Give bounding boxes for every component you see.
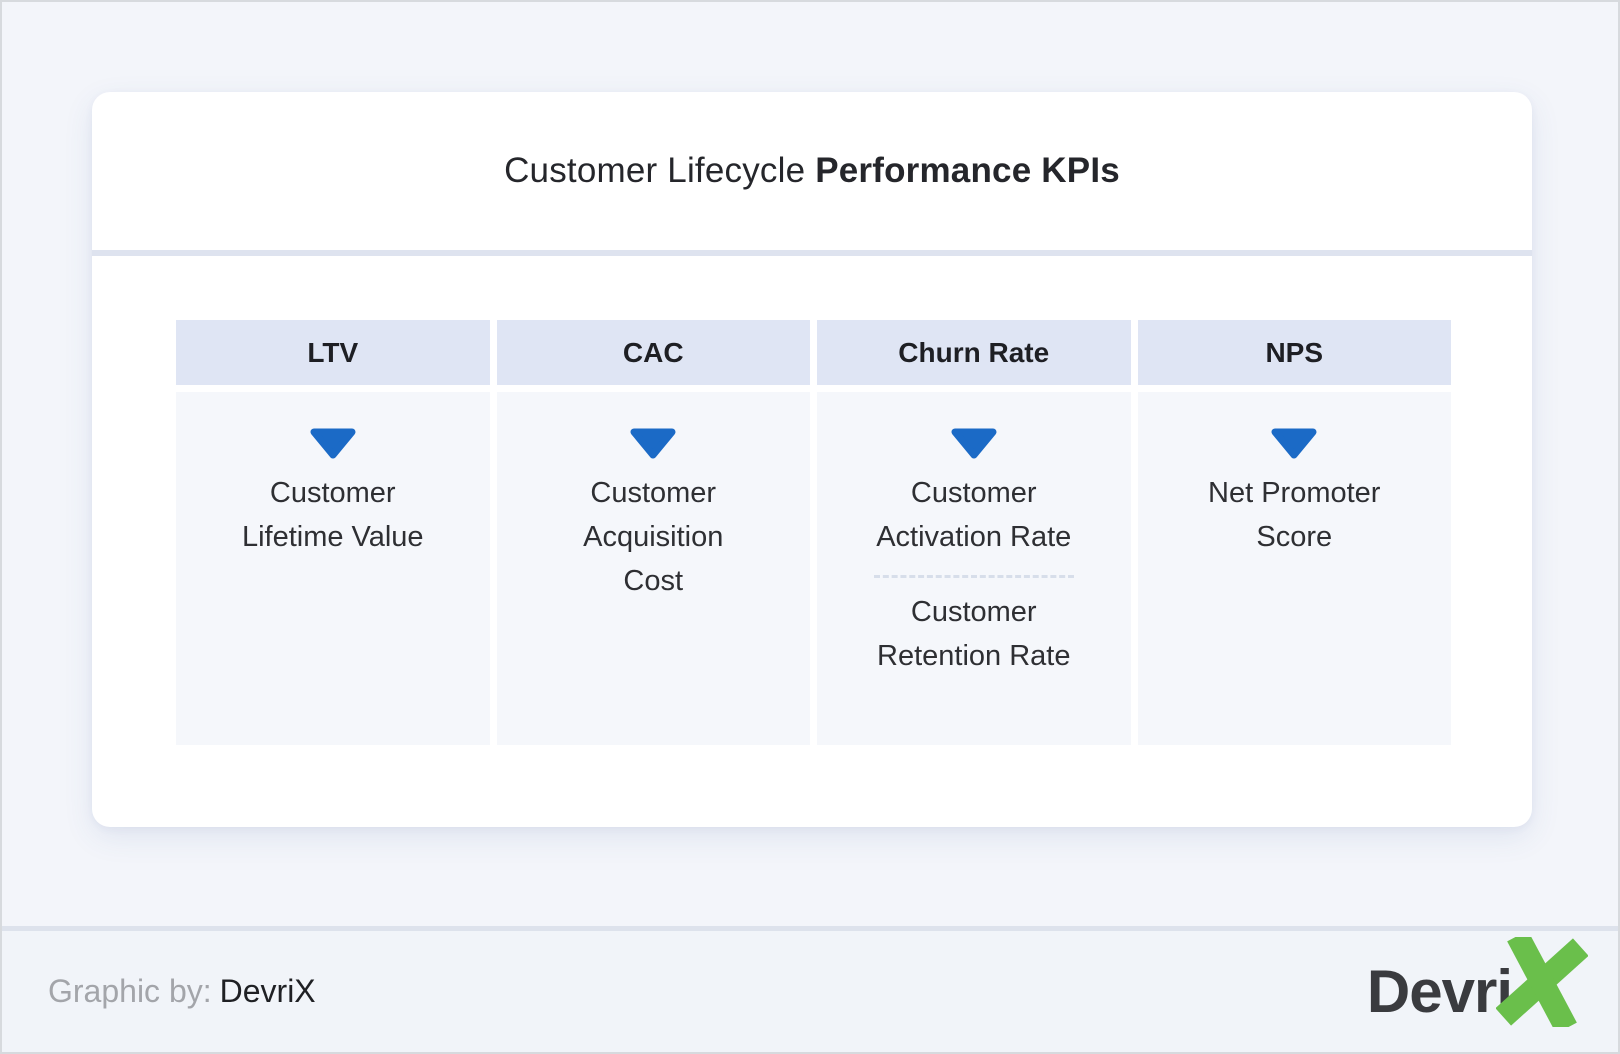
column-header-churn-rate: Churn Rate xyxy=(817,320,1131,385)
column-body-ltv: Customer Lifetime Value xyxy=(176,392,490,745)
header-divider xyxy=(92,250,1532,256)
column-header-ltv: LTV xyxy=(176,320,490,385)
arrow-down-icon xyxy=(1271,428,1317,459)
title-regular-part: Customer Lifecycle xyxy=(504,151,816,190)
credit-label: Graphic by: xyxy=(48,973,212,1009)
credit-name: DevriX xyxy=(219,973,316,1009)
arrow-down-icon xyxy=(951,428,997,459)
kpi-item: Customer Retention Rate xyxy=(877,596,1071,672)
dashed-divider xyxy=(873,575,1074,578)
arrow-down-icon xyxy=(310,428,356,459)
column-header-cac: CAC xyxy=(496,320,810,385)
footer: Graphic by: DevriX Devri xyxy=(2,926,1618,1052)
column-body-nps: Net Promoter Score xyxy=(1137,392,1451,745)
kpi-table: LTV Customer Lifetime Value CAC Customer… xyxy=(176,320,1451,745)
kpi-item: Customer Acquisition Cost xyxy=(583,477,724,597)
kpi-item: Customer Activation Rate xyxy=(876,477,1072,553)
page-title: Customer Lifecycle Performance KPIs xyxy=(504,151,1120,191)
devrix-logo-x-icon xyxy=(1495,929,1589,1034)
kpi-column-churn-rate: Churn Rate Customer Activation Rate Cust… xyxy=(817,320,1131,745)
devrix-logo: Devri xyxy=(1366,929,1589,1034)
kpi-column-cac: CAC Customer Acquisition Cost xyxy=(496,320,810,745)
kpi-item: Net Promoter Score xyxy=(1208,477,1381,553)
column-body-cac: Customer Acquisition Cost xyxy=(496,392,810,745)
column-header-nps: NPS xyxy=(1137,320,1451,385)
devrix-logo-text: Devri xyxy=(1366,958,1513,1025)
card-header: Customer Lifecycle Performance KPIs xyxy=(92,92,1532,250)
kpi-column-nps: NPS Net Promoter Score xyxy=(1137,320,1451,745)
kpi-column-ltv: LTV Customer Lifetime Value xyxy=(176,320,490,745)
credit-line: Graphic by: DevriX xyxy=(48,973,316,1010)
column-body-churn-rate: Customer Activation Rate Customer Retent… xyxy=(817,392,1131,745)
title-bold-part: Performance KPIs xyxy=(815,151,1120,190)
kpi-item: Customer Lifetime Value xyxy=(241,477,424,553)
arrow-down-icon xyxy=(630,428,676,459)
kpi-card: Customer Lifecycle Performance KPIs LTV … xyxy=(92,92,1532,827)
